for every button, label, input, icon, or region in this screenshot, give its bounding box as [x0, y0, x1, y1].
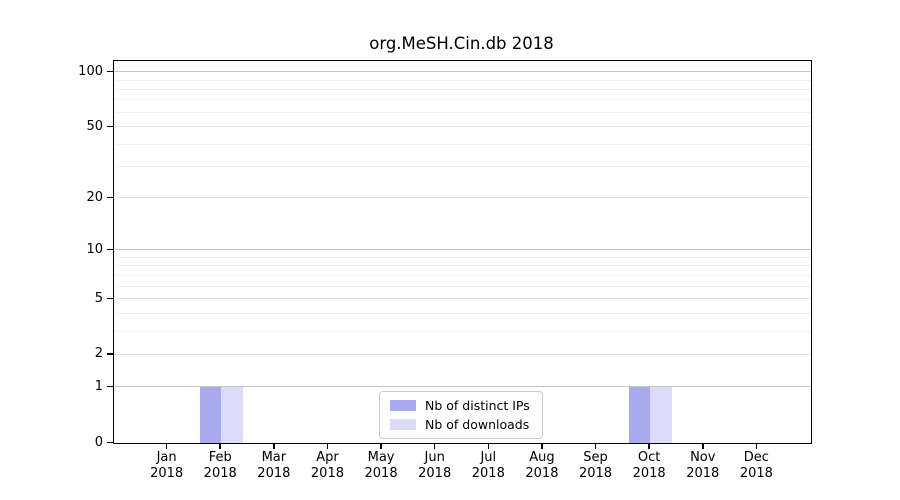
gridline	[114, 197, 811, 199]
x-tick	[433, 443, 436, 449]
legend-label: Nb of downloads	[425, 417, 530, 432]
x-tick	[541, 443, 543, 449]
y-tick	[107, 297, 113, 299]
x-axis-label: Sep 2018	[578, 450, 613, 481]
y-tick	[107, 70, 113, 73]
y-axis-label: 5	[94, 290, 103, 306]
legend-entry: Nb of distinct IPs	[390, 399, 530, 412]
y-tick	[107, 441, 113, 443]
gridline	[114, 249, 811, 251]
y-axis-label: 0	[94, 434, 103, 450]
x-tick	[273, 443, 275, 449]
legend: Nb of distinct IPs Nb of downloads	[379, 391, 543, 439]
bar-distinct-ips	[199, 387, 222, 443]
y-axis-label: 20	[86, 189, 103, 205]
x-tick	[326, 443, 329, 449]
y-axis-label: 100	[78, 63, 103, 79]
bar-downloads	[221, 387, 243, 443]
y-axis-label: 2	[94, 346, 103, 362]
gridline	[114, 79, 811, 81]
x-axis-label: Jan 2018	[150, 450, 184, 481]
x-axis-label: May 2018	[364, 450, 398, 481]
plot-area	[113, 60, 812, 444]
gridline	[114, 166, 811, 168]
gridline	[114, 126, 811, 128]
legend-swatch	[390, 419, 416, 430]
x-tick	[594, 443, 597, 449]
gridline	[114, 330, 811, 332]
bar-downloads	[650, 387, 672, 443]
x-axis-label: Mar 2018	[257, 450, 291, 481]
gridline	[114, 298, 811, 300]
gridline	[114, 256, 811, 258]
x-axis-label: Apr 2018	[310, 450, 344, 481]
gridline	[114, 71, 811, 73]
x-tick	[219, 443, 221, 449]
y-tick	[107, 125, 113, 128]
x-axis-label: Nov 2018	[686, 450, 720, 481]
gridline	[114, 285, 811, 287]
chart-title: org.MeSH.Cin.db 2018	[369, 34, 554, 53]
y-axis-label: 1	[94, 378, 103, 394]
legend-entry: Nb of downloads	[390, 418, 530, 431]
y-tick	[107, 353, 113, 355]
gridline	[114, 88, 811, 90]
x-axis-label: Oct 2018	[632, 450, 666, 481]
y-tick	[107, 196, 113, 199]
gridline	[114, 312, 811, 314]
x-axis-label: Aug 2018	[525, 450, 559, 481]
gridline	[114, 265, 811, 267]
x-tick	[380, 443, 382, 449]
legend-swatch	[390, 400, 416, 411]
gridline	[114, 99, 811, 101]
gridline	[114, 111, 811, 113]
x-tick	[755, 443, 758, 449]
legend-label: Nb of distinct IPs	[425, 398, 530, 413]
x-tick	[702, 443, 704, 449]
gridline	[114, 386, 811, 388]
x-tick	[165, 443, 168, 449]
x-tick	[487, 443, 490, 449]
y-tick	[107, 248, 113, 251]
y-axis-label: 10	[86, 241, 103, 257]
bar-distinct-ips	[628, 387, 651, 443]
x-axis-label: Feb 2018	[203, 450, 237, 481]
y-tick	[107, 385, 113, 388]
x-axis-label: Jul 2018	[471, 450, 505, 481]
gridline	[114, 353, 811, 355]
y-axis-label: 50	[86, 118, 103, 134]
x-tick	[648, 443, 650, 449]
x-axis-label: Dec 2018	[739, 450, 773, 481]
gridline	[114, 274, 811, 276]
gridline	[114, 143, 811, 145]
x-axis-label: Jun 2018	[418, 450, 452, 481]
